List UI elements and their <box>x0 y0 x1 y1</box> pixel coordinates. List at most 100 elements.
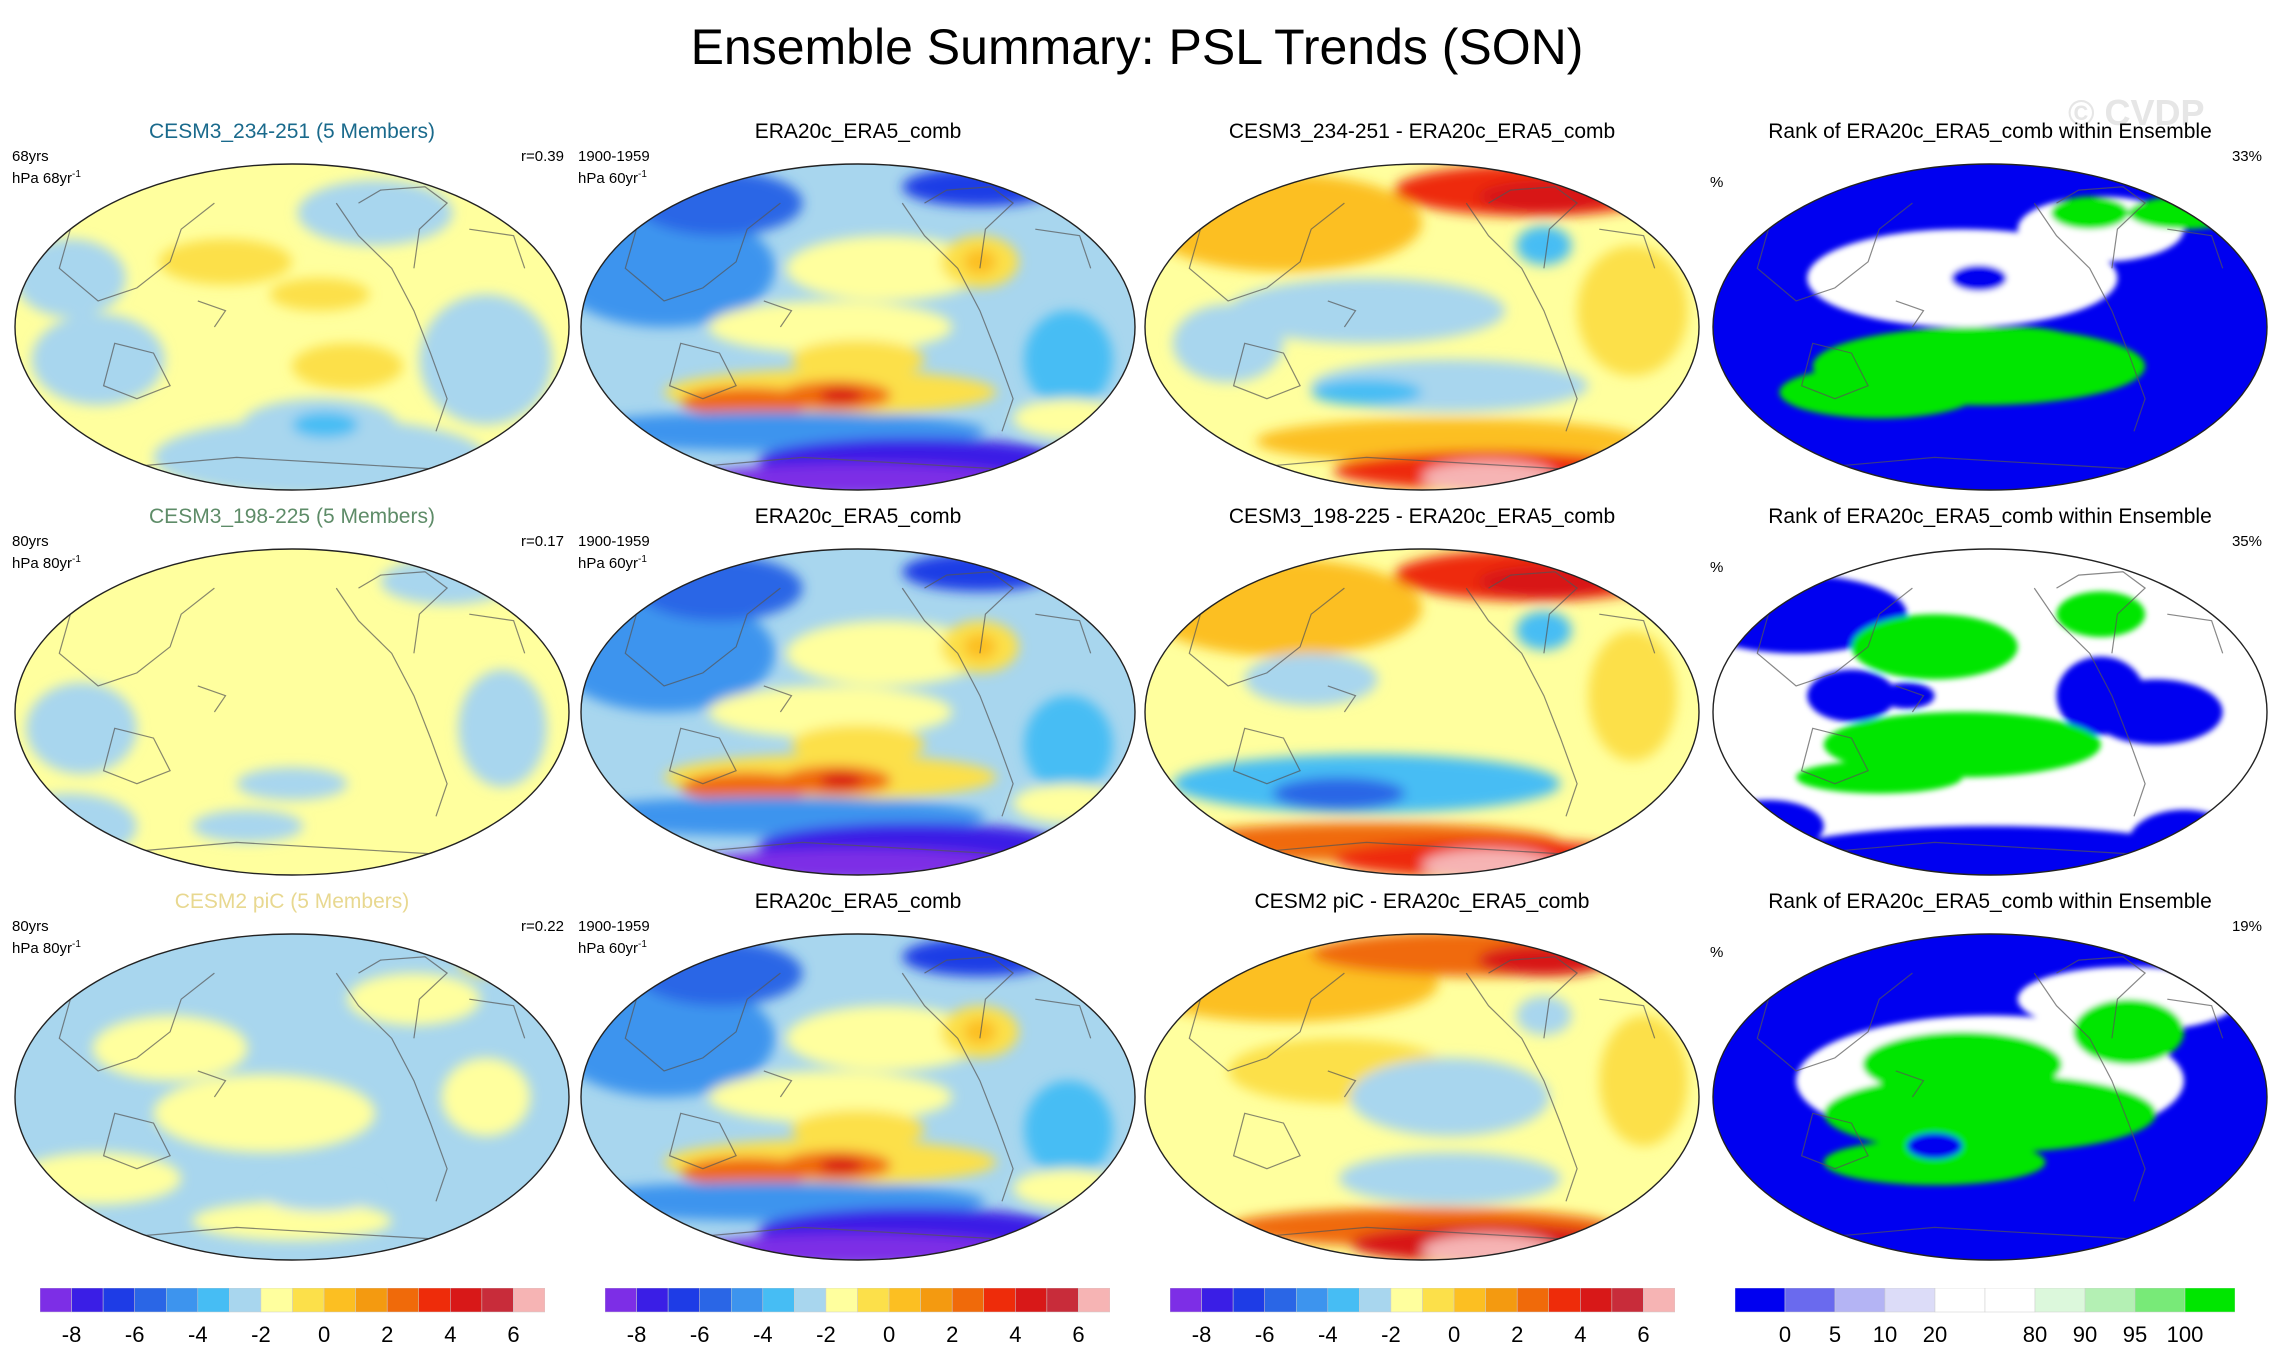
coastline <box>1327 685 1357 713</box>
contour-region <box>1172 304 1284 383</box>
coastline <box>2056 571 2147 654</box>
coastline <box>901 202 1014 432</box>
colorbar-swatch <box>1359 1288 1392 1313</box>
colorbar-tick-label: 2 <box>381 1322 393 1347</box>
colorbar-tick-label: -6 <box>690 1322 710 1347</box>
colorbar-tick-label: 20 <box>1923 1322 1947 1347</box>
map-obs <box>580 163 1136 491</box>
panel-ensemble-row3: CESM2 piC (5 Members) 80yrs hPa 80yr-1 r=0.… <box>12 890 572 1261</box>
map-diff <box>1144 163 1700 491</box>
contour-region <box>380 558 514 605</box>
contour-region <box>2050 196 2129 230</box>
contour-region <box>819 1157 864 1174</box>
coastline <box>335 202 448 432</box>
colorbar-swatch <box>355 1288 388 1313</box>
coastline <box>1800 342 1869 400</box>
contour-region <box>785 1005 986 1071</box>
pattern-correlation: r=0.17 <box>521 533 564 550</box>
units-label: hPa 60yr-1 <box>578 554 647 572</box>
period-label: 1900-1959 <box>578 533 650 550</box>
units-label: hPa 80yr-1 <box>12 939 81 957</box>
coastline <box>1232 1112 1301 1170</box>
contour-region <box>819 387 864 404</box>
coastline <box>1823 841 2157 856</box>
coastline <box>197 685 227 713</box>
panel-title: CESM3_234-251 (5 Members) <box>149 120 435 143</box>
contour-region <box>1228 278 1506 344</box>
coastline <box>125 456 459 471</box>
map-border <box>1712 548 2268 876</box>
colorbar-swatch <box>1548 1288 1581 1313</box>
colorbar-svg: -8-6-4-202468 <box>605 1288 1110 1347</box>
contour-region <box>192 809 304 843</box>
coastline <box>1035 998 1092 1039</box>
colorbar-tick-label: -8 <box>1192 1322 1212 1347</box>
colorbar-swatch <box>1784 1288 1836 1313</box>
contour-region <box>791 1110 925 1150</box>
coastline <box>2033 972 2146 1202</box>
units-label: hPa 68yr-1 <box>12 169 81 187</box>
map-border <box>1144 548 1700 876</box>
panel-obs-row2: ERA20c_ERA5_comb 1900-1959 hPa 60yr-1 <box>578 505 1138 876</box>
map-border <box>1144 933 1700 1261</box>
coastline <box>2033 587 2146 817</box>
contour-region <box>708 1070 953 1124</box>
colorbar-swatch <box>667 1288 700 1313</box>
map-border <box>14 548 570 876</box>
contour-region <box>1024 310 1113 409</box>
contour-region <box>791 725 925 765</box>
contour-region <box>708 300 953 354</box>
colorbar-swatch <box>418 1288 451 1313</box>
panel-obs-row3: ERA20c_ERA5_comb 1900-1959 hPa 60yr-1 <box>578 890 1138 1261</box>
colorbar-swatch <box>794 1288 827 1313</box>
panel-period-units: 80yrs hPa 80yr-1 <box>12 918 81 958</box>
coastline <box>358 571 449 654</box>
panel-ensemble-row2: CESM3_198-225 (5 Members) 80yrs hPa 80yr-1… <box>12 505 572 876</box>
contour-region <box>963 1018 997 1045</box>
coastline <box>2167 998 2224 1039</box>
coastline <box>1756 196 1913 302</box>
coastline <box>469 998 526 1039</box>
contour-region <box>819 772 864 789</box>
contour-region <box>1477 180 1611 213</box>
coastline <box>1232 727 1301 785</box>
coastline <box>763 300 793 328</box>
map-ensemble <box>14 163 570 491</box>
panel-diff-row2: CESM3_198-225 - ERA20c_ERA5_comb <box>1142 505 1702 876</box>
contour-region <box>1779 366 1979 419</box>
colorbar-tick-label: -8 <box>627 1322 647 1347</box>
colorbar-tick-label: 0 <box>318 1322 330 1347</box>
coastline <box>1756 581 1913 687</box>
colorbar-swatch <box>1643 1288 1675 1313</box>
map-obs <box>580 548 1136 876</box>
coastline <box>1232 342 1301 400</box>
colorbar-swatch <box>2084 1288 2136 1313</box>
contour-region <box>347 973 481 1026</box>
contour-region <box>2056 591 2146 638</box>
colorbar-tick-label: 80 <box>2023 1322 2047 1347</box>
period-label: 80yrs <box>12 533 49 550</box>
contour-region <box>1477 943 1611 977</box>
panel-title: Rank of ERA20c_ERA5_comb within Ensemble <box>1768 890 2212 913</box>
contour-region <box>15 1152 182 1205</box>
coastline <box>624 581 781 687</box>
coastline <box>2033 202 2146 432</box>
contour-region <box>192 1201 392 1241</box>
contour-region <box>153 1074 376 1153</box>
colorbar-swatch <box>1296 1288 1329 1313</box>
panel-diff-row1: CESM3_234-251 - ERA20c_ERA5_comb <box>1142 120 1702 491</box>
panel-ensemble-row1: CESM3_234-251 (5 Members) 68yrs hPa 68yr-1… <box>12 120 572 491</box>
colorbar-swatch <box>102 1288 135 1313</box>
panel-diff-row3: CESM2 piC - ERA20c_ERA5_comb <box>1142 890 1702 1261</box>
colorbar-swatch <box>951 1288 984 1313</box>
coastline <box>1800 1112 1869 1170</box>
colorbar-swatch <box>731 1288 764 1313</box>
colorbar-swatch <box>1390 1288 1423 1313</box>
coastline <box>668 1112 737 1170</box>
contour-region <box>1013 1168 1124 1208</box>
coastline <box>1327 300 1357 328</box>
contour-region <box>292 343 403 389</box>
colorbar-swatch <box>1201 1288 1234 1313</box>
colorbar-swatch <box>481 1288 514 1313</box>
panel-period-units: 80yrs hPa 80yr-1 <box>12 533 81 573</box>
